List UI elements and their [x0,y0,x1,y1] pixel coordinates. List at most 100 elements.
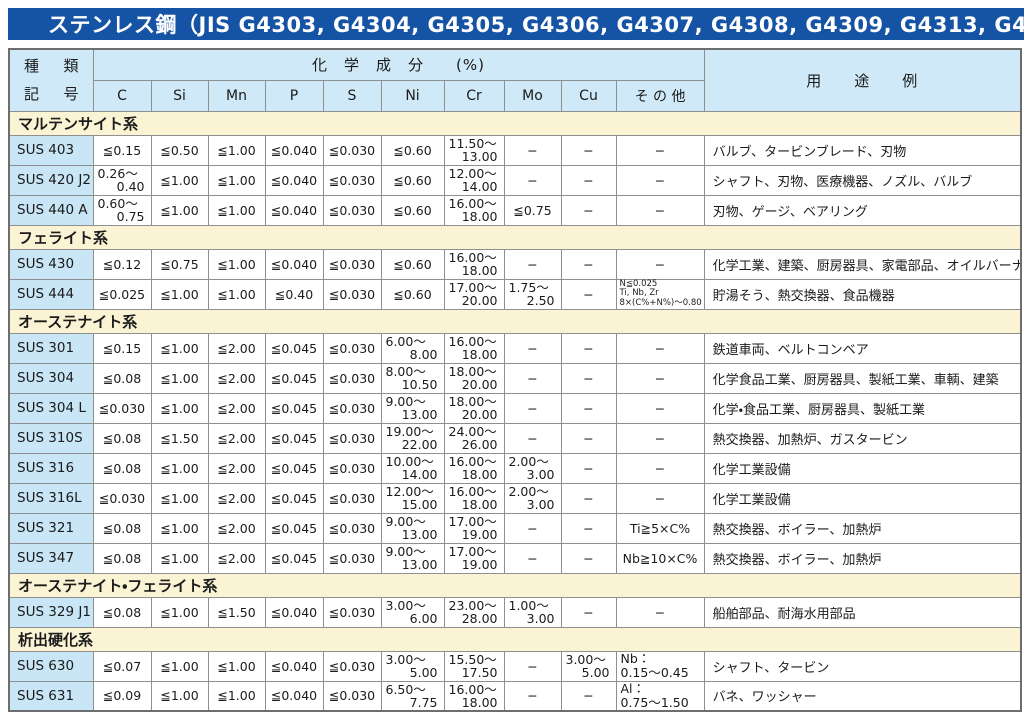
composition-value: ≦1.00 [207,278,266,310]
header-element-mo: Mo [503,79,562,112]
composition-range-value: 1.75～ 2.50 [503,278,562,310]
composition-value: ≦2.00 [207,392,266,424]
composition-value: ≦0.045 [264,452,324,484]
composition-value: − [560,134,617,166]
composition-value: − [560,392,617,424]
composition-value: ≦0.040 [264,134,324,166]
composition-value: ≦0.030 [322,512,382,544]
composition-range-value: 16.00～ 18.00 [443,452,505,484]
usage-examples: 化学食品工業、厨房器具、製紙工業、車輌、建築 [703,362,1022,394]
table-row: SUS 347 ≦0.08 ≦1.00 ≦2.00 ≦0.045 ≦0.030 9.00～ 1… [8,542,1022,574]
composition-range-value: 24.00～ 26.00 [443,422,505,454]
composition-range-value: 16.00～ 18.00 [443,194,505,226]
composition-value: ≦0.030 [322,392,382,424]
usage-examples: 貯湯そう、熱交換器、食品機器 [703,278,1022,310]
composition-value: Ti≧5×C% [615,512,705,544]
composition-value: ≦1.00 [150,482,209,514]
composition-value: ≦0.040 [264,650,324,682]
composition-value: ≦0.60 [380,164,445,196]
composition-value: − [615,332,705,364]
composition-range-value: 17.00～ 19.00 [443,512,505,544]
composition-value: − [560,332,617,364]
header-element-cu: Cu [560,79,617,112]
composition-value: − [503,422,562,454]
composition-value: ≦0.15 [92,332,152,364]
section-row: 析出硬化系 [8,626,1022,652]
composition-range-value: 17.00～ 19.00 [443,542,505,574]
composition-value: ≦1.00 [150,194,209,226]
composition-value: ≦0.15 [92,134,152,166]
composition-value: ≦0.030 [322,650,382,682]
composition-value: Nb≧10×C% [615,542,705,574]
composition-range-value: 11.50～ 13.00 [443,134,505,166]
header-kind-symbol: 種類記号 [8,48,94,112]
section-header: オーステナイト・フェライト系 [8,572,1022,598]
composition-range-value: 16.00～ 18.00 [443,248,505,280]
composition-value: − [615,194,705,226]
composition-value: ≦0.030 [322,680,382,712]
composition-value: ≦1.00 [150,392,209,424]
section-header: マルテンサイト系 [8,110,1022,136]
header-chemical-composition: 化 学 成 分 (%) [92,48,705,81]
grade-code: SUS 630 [8,650,94,682]
composition-value: − [503,362,562,394]
section-row: マルテンサイト系 [8,110,1022,136]
composition-range-value: 17.00～ 20.00 [443,278,505,310]
composition-range-value: 10.00～ 14.00 [380,452,445,484]
composition-value: ≦0.045 [264,332,324,364]
grade-code: SUS 444 [8,278,94,310]
header-element-si: Si [150,79,209,112]
composition-value: − [560,512,617,544]
header-element-c: C [92,79,152,112]
usage-examples: シャフト、タービン [703,650,1022,682]
composition-value: − [503,650,562,682]
composition-range-value: 15.50～ 17.50 [443,650,505,682]
composition-value: − [615,134,705,166]
composition-value: ≦1.00 [207,194,266,226]
grade-code: SUS 301 [8,332,94,364]
table-row: SUS 440 A 0.60～ 0.75 ≦1.00 ≦1.00 ≦0.040 ≦0.030… [8,194,1022,226]
table-row: SUS 316L ≦0.030 ≦1.00 ≦2.00 ≦0.045 ≦0.030 12.0… [8,482,1022,514]
composition-range-value: 23.00～ 28.00 [443,596,505,628]
composition-value: ≦1.00 [207,650,266,682]
composition-value: ≦0.75 [150,248,209,280]
table-row: SUS 316 ≦0.08 ≦1.00 ≦2.00 ≦0.045 ≦0.030 10.00～… [8,452,1022,484]
composition-value: ≦0.08 [92,452,152,484]
usage-examples: バネ、ワッシャー [703,680,1022,712]
composition-value: ≦1.00 [150,332,209,364]
composition-value: ≦0.12 [92,248,152,280]
composition-value: − [503,248,562,280]
composition-value: ≦0.08 [92,542,152,574]
table-row: SUS 444 ≦0.025 ≦1.00 ≦1.00 ≦0.40 ≦0.030 ≦0.60 1… [8,278,1022,310]
section-header: フェライト系 [8,224,1022,250]
composition-value: ≦0.045 [264,422,324,454]
composition-value: ≦0.030 [322,332,382,364]
composition-value: ≦0.045 [264,362,324,394]
composition-value: ≦1.00 [207,248,266,280]
table-body: マルテンサイト系 SUS 403 ≦0.15 ≦0.50 ≦1.00 ≦0.040 ≦0.0… [8,110,1022,712]
composition-value: ≦0.50 [150,134,209,166]
composition-range-value: 0.60～ 0.75 [92,194,152,226]
section-row: フェライト系 [8,224,1022,250]
composition-value: ≦0.030 [322,134,382,166]
composition-range-value: 2.00～ 3.00 [503,452,562,484]
composition-range-value: 1.00～ 3.00 [503,596,562,628]
composition-value: ≦0.60 [380,278,445,310]
composition-value: − [615,482,705,514]
composition-value: ≦0.030 [322,596,382,628]
composition-value: − [503,542,562,574]
usage-examples: 船舶部品、耐海水用部品 [703,596,1022,628]
composition-value: ≦0.09 [92,680,152,712]
composition-range-value: 9.00～ 13.00 [380,512,445,544]
table-row: SUS 301 ≦0.15 ≦1.00 ≦2.00 ≦0.045 ≦0.030 6.00～ 8… [8,332,1022,364]
page-title: ステンレス鋼（JIS G4303, G4304, G4305, G4306, G… [8,8,1029,40]
table-row: SUS 631 ≦0.09 ≦1.00 ≦1.00 ≦0.040 ≦0.030 6.50～ 7… [8,680,1022,712]
grade-code: SUS 347 [8,542,94,574]
grade-code: SUS 310S [8,422,94,454]
composition-value: ≦1.00 [207,680,266,712]
composition-value: − [560,482,617,514]
table-row: SUS 630 ≦0.07 ≦1.00 ≦1.00 ≦0.040 ≦0.030 3.00～ 5… [8,650,1022,682]
grade-code: SUS 316L [8,482,94,514]
composition-range-value: 18.00～ 20.00 [443,392,505,424]
composition-value: ≦1.00 [207,164,266,196]
